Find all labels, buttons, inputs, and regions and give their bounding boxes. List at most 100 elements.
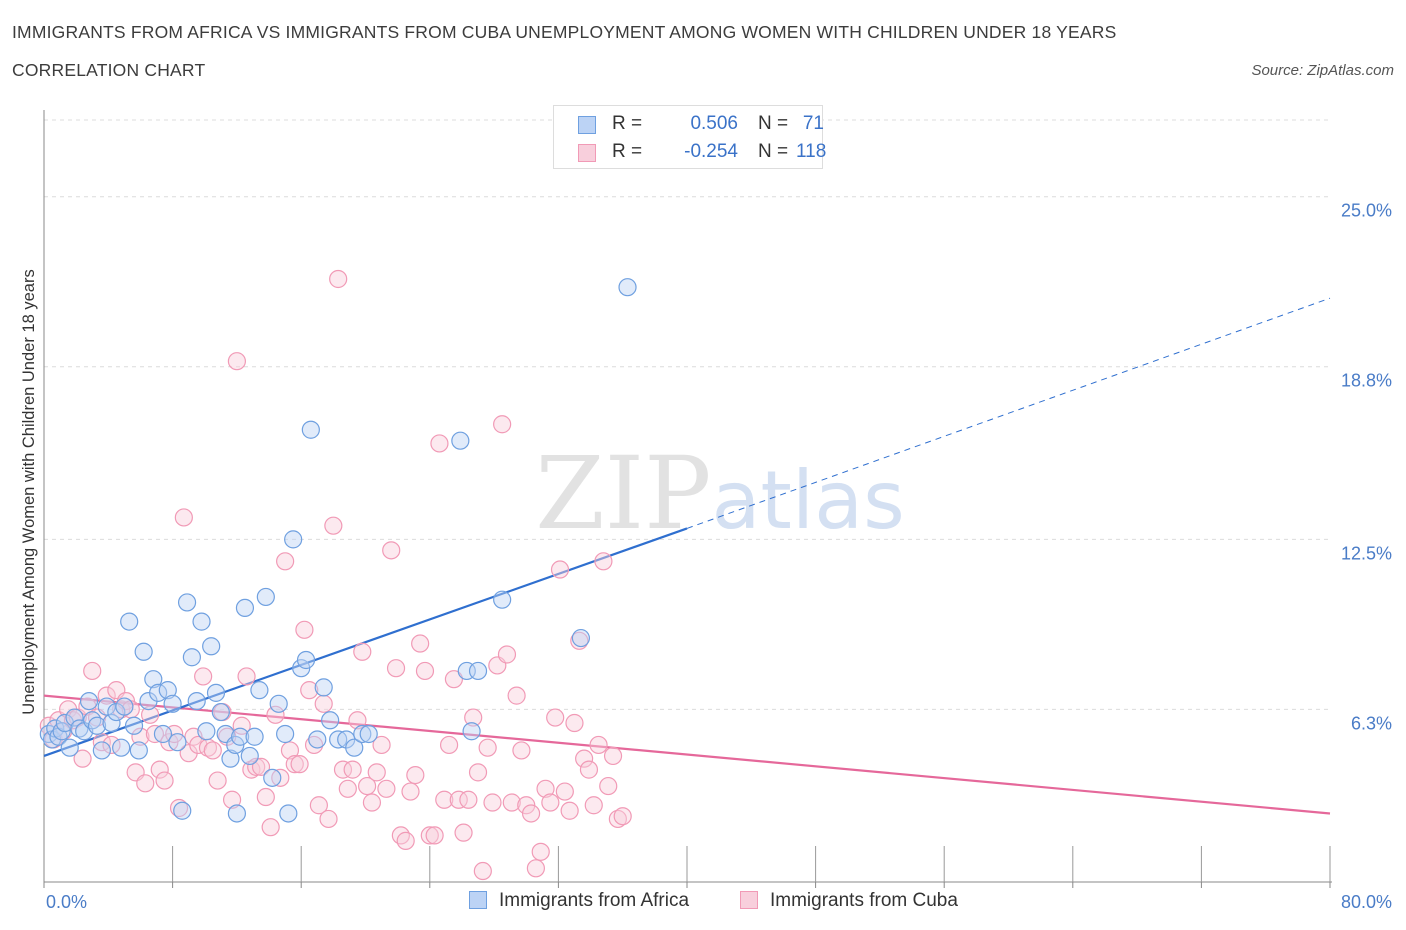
axes (43, 110, 1332, 888)
cuba-point-19 (131, 727, 150, 746)
cuba-point-23 (150, 760, 169, 779)
africa-point-50 (276, 724, 295, 744)
cuba-point-90 (473, 861, 492, 881)
cuba-point-113 (584, 796, 603, 815)
cuba-point-27 (169, 798, 189, 818)
africa-point-70 (279, 804, 298, 823)
africa-point-48 (263, 768, 282, 787)
cuba-point-73 (391, 826, 410, 845)
cuba-point-51 (285, 755, 304, 774)
africa-point-36 (202, 637, 221, 656)
cuba-point-77 (411, 634, 430, 653)
cuba-point-9 (83, 661, 102, 681)
cuba-point-7 (73, 749, 92, 768)
cuba-point-46 (261, 818, 280, 837)
cuba-point-63 (343, 760, 362, 779)
cuba-point-24 (155, 771, 174, 790)
cuba-point-118 (608, 809, 627, 829)
cuba-point-58 (319, 809, 338, 829)
africa-point-12 (87, 716, 107, 735)
cuba-point-112 (579, 760, 599, 779)
correlation-legend: R = 0.506 N = 71 R = -0.254 N = 118 (553, 105, 826, 169)
africa-point-8 (70, 719, 89, 738)
cuba-point-34 (203, 741, 222, 760)
cuba-point-116 (599, 776, 618, 796)
watermark-text: ZIPatlas (535, 435, 905, 552)
africa-point-65 (462, 722, 481, 741)
chart-subtitle: CORRELATION CHART (12, 60, 206, 80)
cuba-point-70 (377, 779, 396, 798)
africa-point-20 (124, 716, 144, 735)
cuba-point-67 (362, 793, 382, 812)
africa-point-68 (571, 628, 591, 648)
cuba-point-84 (444, 670, 464, 689)
africa-point-11 (83, 711, 102, 730)
africa-point-61 (353, 724, 372, 744)
africa-r-label: R = (612, 113, 643, 134)
cuba-point-85 (449, 790, 468, 809)
cuba-point-45 (256, 787, 275, 807)
cuba-point-96 (502, 793, 521, 812)
cuba-point-117 (603, 746, 623, 766)
africa-point-54 (301, 420, 320, 439)
africa-point-6 (60, 738, 79, 757)
africa-point-55 (308, 730, 327, 749)
cuba-point-74 (396, 831, 415, 850)
cuba-point-97 (507, 686, 526, 705)
cuba-point-61 (333, 760, 353, 779)
cuba-point-100 (521, 804, 541, 823)
cuba-n-label: N = (758, 141, 789, 162)
cuba-point-94 (493, 415, 512, 434)
africa-point-31 (177, 593, 197, 612)
cuba-point-21 (140, 705, 160, 724)
africa-legend-swatch (469, 891, 487, 909)
africa-point-27 (158, 681, 177, 700)
cuba-point-98 (512, 741, 531, 760)
africa-n-label: N = (758, 113, 789, 134)
africa-point-45 (245, 727, 264, 746)
cuba-point-107 (555, 782, 574, 801)
africa-point-30 (173, 801, 192, 820)
cuba-point-44 (251, 757, 271, 776)
africa-point-69 (618, 278, 637, 297)
cuba-point-89 (468, 763, 488, 782)
cuba-point-32 (194, 667, 213, 686)
cuba-legend-label: Immigrants from Cuba (770, 890, 958, 911)
cuba-point-114 (589, 735, 608, 755)
africa-point-17 (112, 738, 131, 757)
africa-swatch (578, 116, 596, 134)
cuba-point-83 (439, 735, 459, 755)
africa-point-71 (227, 804, 246, 823)
africa-trend-line (43, 527, 688, 757)
grid-lines (44, 119, 1330, 710)
cuba-point-82 (435, 790, 454, 809)
africa-point-47 (256, 587, 275, 607)
cuba-point-92 (483, 793, 502, 812)
cuba-point-102 (531, 842, 550, 861)
cuba-point-52 (290, 755, 309, 774)
y-axis-label: Unemployment Among Women with Children U… (20, 269, 38, 714)
cuba-point-57 (314, 694, 333, 713)
africa-point-60 (345, 738, 364, 757)
africa-point-22 (134, 642, 153, 661)
africa-point-21 (129, 741, 148, 760)
y-tick-label-3: 25.0% (1341, 201, 1392, 221)
cuba-point-81 (430, 434, 449, 453)
cuba-point-91 (478, 738, 497, 757)
cuba-point-79 (420, 826, 439, 845)
africa-point-34 (192, 612, 211, 631)
cuba-point-39 (227, 352, 246, 371)
cuba-point-88 (464, 708, 483, 727)
cuba-point-59 (324, 516, 343, 535)
cuba-point-28 (174, 508, 193, 527)
tick-labels: 6.3% 12.5% 18.8% 25.0% 0.0% 80.0% (46, 201, 1392, 912)
africa-point-51 (284, 530, 303, 549)
y-tick-label-0: 6.3% (1351, 713, 1392, 733)
africa-point-66 (468, 661, 488, 681)
cuba-r-value: -0.254 (684, 141, 738, 162)
africa-point-35 (197, 722, 216, 741)
cuba-point-49 (276, 552, 295, 571)
cuba-point-64 (348, 711, 367, 730)
africa-point-40 (221, 749, 240, 768)
africa-n-value: 71 (802, 113, 824, 134)
